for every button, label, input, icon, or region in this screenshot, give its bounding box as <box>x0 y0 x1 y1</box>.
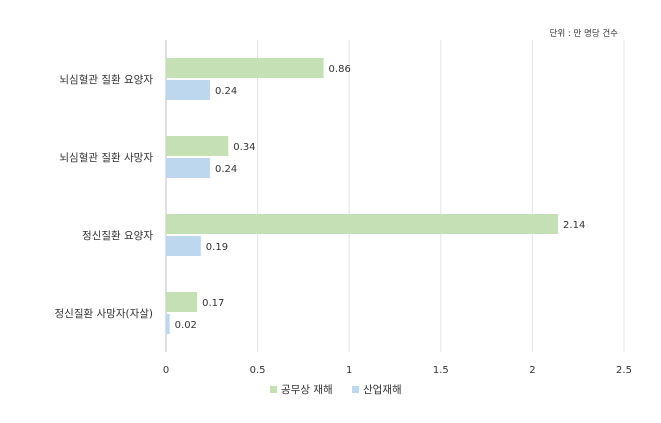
data-label: 0.02 <box>175 320 197 331</box>
category-label: 정신질환 사망자(자살) <box>55 308 153 320</box>
x-tick-label: 1 <box>346 365 352 376</box>
bars <box>166 58 559 334</box>
legend-label: 공무상 재해 <box>281 383 333 396</box>
category-label: 뇌심혈관 질환 사망자 <box>59 151 153 164</box>
bar <box>166 214 559 234</box>
category-label: 정신질환 요양자 <box>82 230 153 242</box>
legend-swatch <box>270 386 277 393</box>
x-tick-label: 1.5 <box>433 365 449 376</box>
legend-swatch <box>352 386 359 393</box>
data-label: 0.19 <box>206 242 228 253</box>
data-label: 0.34 <box>233 142 255 153</box>
bar <box>166 58 324 78</box>
data-labels: 0.86 0.24 0.34 0.24 2.14 0.19 0.17 0.02 <box>175 64 586 331</box>
x-tick-label: 2 <box>529 365 535 376</box>
x-tick-label: 0.5 <box>250 365 266 376</box>
data-label: 0.24 <box>215 86 237 97</box>
bar <box>166 292 198 312</box>
bar <box>166 80 210 100</box>
legend: 공무상 재해 산업재해 <box>270 383 402 396</box>
x-tick-label: 2.5 <box>616 365 632 376</box>
category-label: 뇌심혈관 질환 요양자 <box>59 73 153 86</box>
x-tick-labels: 0 0.5 1 1.5 2 2.5 <box>163 365 632 376</box>
unit-note: 단위 : 만 명당 건수 <box>550 28 619 39</box>
data-label: 0.17 <box>202 298 224 309</box>
data-label: 0.24 <box>215 164 237 175</box>
bar <box>166 136 229 156</box>
data-label: 0.86 <box>329 64 351 75</box>
legend-label: 산업재해 <box>363 383 402 396</box>
bar <box>166 236 201 256</box>
data-label: 2.14 <box>563 220 585 231</box>
bar <box>166 314 170 334</box>
bar <box>166 158 210 178</box>
x-tick-label: 0 <box>163 365 169 376</box>
